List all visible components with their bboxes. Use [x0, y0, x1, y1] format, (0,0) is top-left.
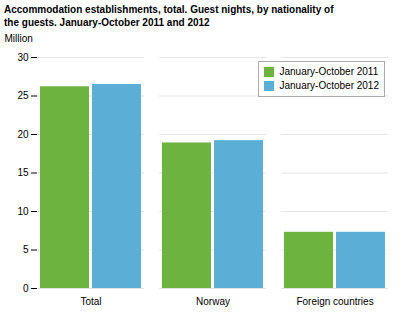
svg-text:10: 10 [17, 206, 29, 217]
svg-text:Norway: Norway [196, 296, 230, 307]
svg-text:Foreign countries: Foreign countries [296, 296, 373, 307]
svg-text:30: 30 [17, 52, 29, 63]
svg-text:20: 20 [17, 129, 29, 140]
svg-text:Total: Total [80, 296, 101, 307]
svg-text:5: 5 [23, 244, 29, 255]
svg-text:Million: Million [5, 33, 33, 44]
html-text:the guests. January-October 20: the guests. January-October 2011 and 201… [4, 17, 210, 28]
svg-text:0: 0 [23, 283, 29, 294]
html-text:Accommodation establishments,: Accommodation establishments, total. Gue… [4, 4, 334, 15]
html-text:January-October 2012: January-October 2012 [279, 80, 379, 91]
svg-text:25: 25 [17, 90, 29, 101]
html-text:January-October 2011: January-October 2011 [279, 66, 379, 77]
svg-text:15: 15 [17, 167, 29, 178]
